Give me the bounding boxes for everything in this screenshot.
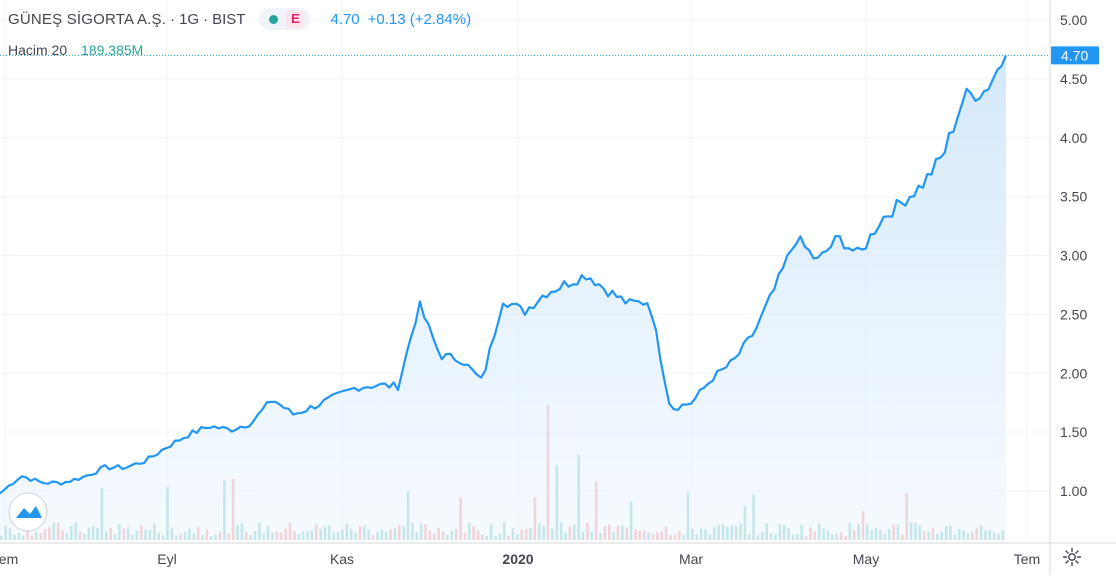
price-area xyxy=(0,54,1008,541)
symbol-name: GÜNEŞ SİGORTA A.Ş. xyxy=(8,10,167,28)
settings-gear-icon[interactable] xyxy=(1062,547,1082,567)
x-tick-label: Mar xyxy=(679,551,703,567)
market-badge: E xyxy=(286,10,305,28)
y-tick-label: 4.00 xyxy=(1060,130,1087,146)
volume-legend-value: 189.385M xyxy=(81,42,144,58)
last-price-label-bg xyxy=(1051,46,1099,65)
y-tick-label: 2.00 xyxy=(1060,365,1087,381)
y-tick-label: 5.00 xyxy=(1060,12,1087,28)
market-status-pill[interactable]: E xyxy=(259,8,311,30)
legend-separator: · xyxy=(203,10,209,28)
market-status-dot-icon xyxy=(269,14,279,24)
y-tick-label: 1.50 xyxy=(1060,424,1087,440)
x-tick-label: 2020 xyxy=(502,551,533,567)
x-tick-label: Eyl xyxy=(157,551,176,567)
y-tick-label: 3.00 xyxy=(1060,248,1087,264)
y-tick-label: 4.50 xyxy=(1060,71,1087,87)
x-tick-label: Tem xyxy=(0,551,18,567)
price-change: +0.13 (+2.84%) xyxy=(367,10,472,28)
volume-legend[interactable]: Hacim 20 189.385M xyxy=(8,42,143,58)
symbol-legend[interactable]: GÜNEŞ SİGORTA A.Ş. · 1G · BIST E 4.70 +0… xyxy=(8,8,471,30)
tradingview-logo-icon[interactable] xyxy=(8,492,48,532)
y-tick-label: 3.50 xyxy=(1060,189,1087,205)
axis-labels: 5.00 4.50 4.00 3.50 3.00 2.50 2.00 1.50 1.00 Tem E… xyxy=(0,12,1099,567)
y-tick-label: 2.50 xyxy=(1060,306,1087,322)
x-tick-label: May xyxy=(853,551,879,567)
exchange-label: BIST xyxy=(212,10,246,28)
x-tick-label: Kas xyxy=(330,551,354,567)
volume-legend-label: Hacim 20 xyxy=(8,42,68,58)
legend-separator: · xyxy=(170,10,176,28)
price-line xyxy=(0,54,1008,495)
x-tick-label: Tem xyxy=(1014,551,1040,567)
interval-label: 1G xyxy=(179,10,200,28)
last-price: 4.70 xyxy=(330,10,360,28)
last-price-label: 4.70 xyxy=(1061,47,1088,63)
price-area-fill xyxy=(0,55,1006,541)
y-tick-label: 1.00 xyxy=(1060,483,1087,499)
